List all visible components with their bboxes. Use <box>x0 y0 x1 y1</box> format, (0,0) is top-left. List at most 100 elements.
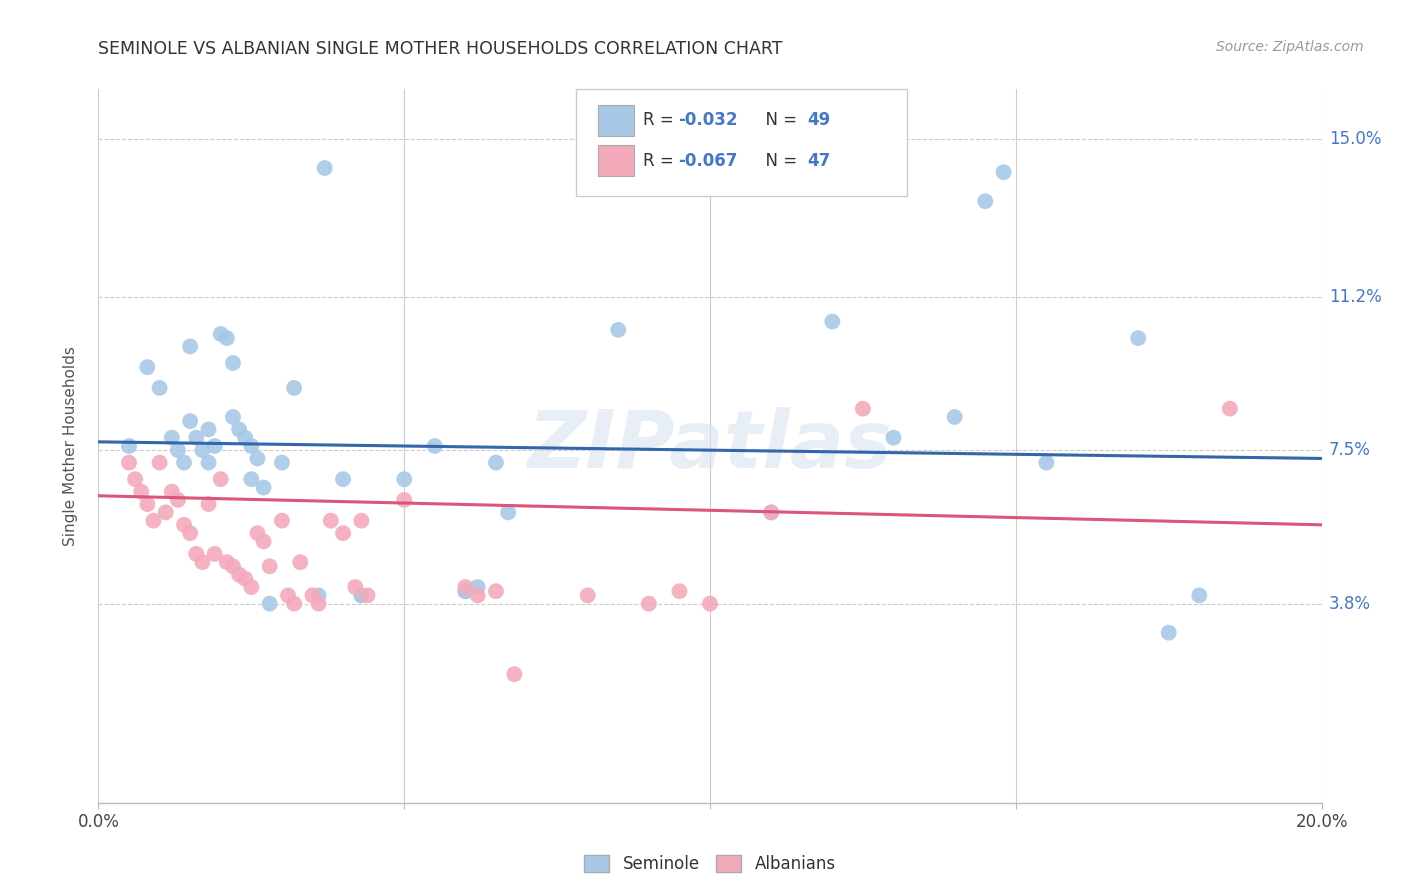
Point <box>290 555 312 569</box>
Point <box>204 439 226 453</box>
Point <box>821 314 844 328</box>
Point <box>344 580 367 594</box>
Point <box>993 165 1015 179</box>
Point <box>186 431 208 445</box>
Point <box>209 326 232 341</box>
Point <box>259 559 281 574</box>
Point <box>197 456 219 470</box>
Text: 11.2%: 11.2% <box>1329 287 1382 306</box>
Point <box>485 456 508 470</box>
Point <box>637 597 661 611</box>
Point <box>155 505 177 519</box>
Point <box>129 484 152 499</box>
Point <box>423 439 446 453</box>
Point <box>191 555 214 569</box>
Point <box>246 451 269 466</box>
Text: 7.5%: 7.5% <box>1329 442 1371 459</box>
Point <box>259 597 281 611</box>
Point <box>228 567 250 582</box>
Text: 47: 47 <box>807 152 831 169</box>
Point <box>228 422 250 436</box>
Point <box>160 431 183 445</box>
Point <box>136 360 159 375</box>
Point <box>668 584 690 599</box>
Point <box>191 443 214 458</box>
Point <box>607 323 630 337</box>
Point <box>319 514 342 528</box>
Point <box>283 381 305 395</box>
Text: 3.8%: 3.8% <box>1329 595 1371 613</box>
Text: N =: N = <box>755 152 803 169</box>
Point <box>186 547 208 561</box>
Text: ZIPatlas: ZIPatlas <box>527 407 893 485</box>
Point <box>142 514 165 528</box>
Point <box>233 431 256 445</box>
Point <box>314 161 336 175</box>
Point <box>759 505 782 519</box>
Point <box>173 517 195 532</box>
Point <box>197 497 219 511</box>
Point <box>252 481 274 495</box>
Point <box>215 331 238 345</box>
Point <box>356 588 378 602</box>
Point <box>167 443 190 458</box>
Point <box>467 580 489 594</box>
Point <box>392 492 416 507</box>
Point <box>149 381 172 395</box>
Point <box>283 597 305 611</box>
Point <box>301 588 323 602</box>
Point <box>240 580 263 594</box>
Point <box>454 580 477 594</box>
Point <box>392 472 416 486</box>
Point <box>308 588 330 602</box>
Point <box>467 588 489 602</box>
Point <box>1035 456 1057 470</box>
Point <box>454 584 477 599</box>
Point <box>246 526 269 541</box>
Point <box>503 667 526 681</box>
Point <box>759 505 782 519</box>
Point <box>167 492 190 507</box>
Point <box>332 526 354 541</box>
Point <box>1219 401 1241 416</box>
Point <box>332 472 354 486</box>
Point <box>118 456 141 470</box>
Text: -0.032: -0.032 <box>678 112 737 129</box>
Point <box>233 572 256 586</box>
Text: -0.067: -0.067 <box>678 152 737 169</box>
Point <box>1128 331 1150 345</box>
Text: 49: 49 <box>807 112 831 129</box>
Text: 15.0%: 15.0% <box>1329 130 1381 148</box>
Point <box>179 414 201 428</box>
Point <box>160 484 183 499</box>
Point <box>852 401 875 416</box>
Point <box>974 194 997 209</box>
Point <box>277 588 299 602</box>
Point <box>883 431 905 445</box>
Point <box>496 505 519 519</box>
Point <box>454 584 477 599</box>
Text: Source: ZipAtlas.com: Source: ZipAtlas.com <box>1216 40 1364 54</box>
Point <box>118 439 141 453</box>
Point <box>136 497 159 511</box>
Text: N =: N = <box>755 112 803 129</box>
Point <box>576 588 599 602</box>
Point <box>209 472 232 486</box>
Point <box>350 514 373 528</box>
Text: R =: R = <box>643 152 679 169</box>
Point <box>240 439 263 453</box>
Point <box>197 422 219 436</box>
Point <box>252 534 274 549</box>
Point <box>222 356 245 370</box>
Point <box>149 456 172 470</box>
Point <box>270 514 292 528</box>
Point <box>270 456 292 470</box>
Point <box>179 339 201 353</box>
Point <box>699 597 721 611</box>
Text: R =: R = <box>643 112 679 129</box>
Y-axis label: Single Mother Households: Single Mother Households <box>63 346 77 546</box>
Text: SEMINOLE VS ALBANIAN SINGLE MOTHER HOUSEHOLDS CORRELATION CHART: SEMINOLE VS ALBANIAN SINGLE MOTHER HOUSE… <box>98 40 783 58</box>
Point <box>1157 625 1180 640</box>
Point <box>204 547 226 561</box>
Point <box>240 472 263 486</box>
